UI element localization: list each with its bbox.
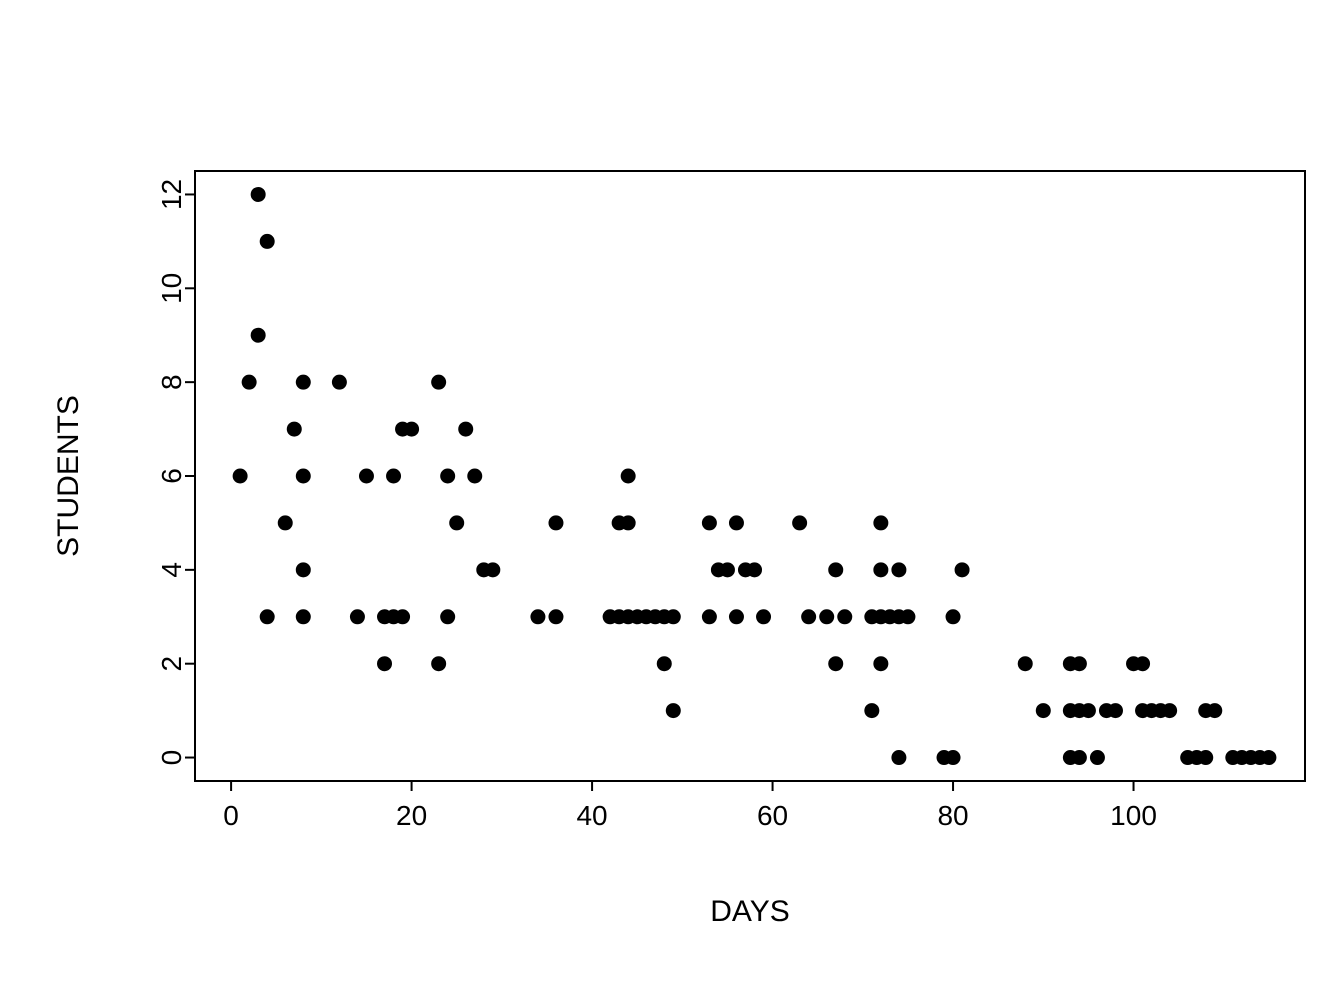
data-point	[873, 656, 889, 672]
data-point	[873, 562, 889, 578]
data-point	[1071, 750, 1087, 766]
y-tick-label: 12	[156, 179, 187, 210]
data-point	[331, 374, 347, 390]
data-point	[1207, 703, 1223, 719]
data-point	[386, 468, 402, 484]
plot-svg: 0 20 40 60 80 100 0 2 4 6 8 10 12 DAYS STUDENTS	[52, 170, 1306, 928]
data-point	[954, 562, 970, 578]
data-point	[1135, 656, 1151, 672]
data-point	[656, 656, 672, 672]
data-point	[449, 515, 465, 531]
x-tick-label: 60	[757, 800, 788, 831]
data-point	[358, 468, 374, 484]
data-point	[467, 468, 483, 484]
data-point	[728, 515, 744, 531]
data-point	[728, 609, 744, 625]
data-point	[701, 609, 717, 625]
x-tick-label: 80	[937, 800, 968, 831]
data-point	[377, 656, 393, 672]
data-point	[1198, 750, 1214, 766]
data-point	[620, 515, 636, 531]
x-tick-label: 40	[576, 800, 607, 831]
data-point	[295, 468, 311, 484]
data-point	[431, 374, 447, 390]
data-point	[548, 515, 564, 531]
data-point	[277, 515, 293, 531]
data-point	[1080, 703, 1096, 719]
data-point	[828, 656, 844, 672]
data-point	[719, 562, 735, 578]
y-tick-label: 4	[156, 562, 187, 578]
data-point	[286, 421, 302, 437]
data-point	[295, 374, 311, 390]
y-tick-label: 2	[156, 656, 187, 672]
data-point	[819, 609, 835, 625]
data-point	[259, 233, 275, 249]
y-tick-label: 8	[156, 374, 187, 390]
data-point	[395, 609, 411, 625]
data-point	[1107, 703, 1123, 719]
data-points-group	[232, 186, 1277, 766]
y-tick-label: 0	[156, 750, 187, 766]
y-axis-title: STUDENTS	[52, 395, 85, 557]
x-tick-label: 0	[223, 800, 239, 831]
y-tick-label: 6	[156, 468, 187, 484]
data-point	[665, 703, 681, 719]
data-point	[1162, 703, 1178, 719]
axis-ticks-group: 0 20 40 60 80 100 0 2 4 6 8 10 12	[156, 179, 1157, 831]
data-point	[665, 609, 681, 625]
data-point	[458, 421, 474, 437]
data-point	[295, 609, 311, 625]
data-point	[828, 562, 844, 578]
data-point	[232, 468, 248, 484]
x-tick-label: 20	[396, 800, 427, 831]
data-point	[756, 609, 772, 625]
data-point	[837, 609, 853, 625]
data-point	[945, 609, 961, 625]
data-point	[900, 609, 916, 625]
data-point	[241, 374, 257, 390]
data-point	[250, 327, 266, 343]
data-point	[1035, 703, 1051, 719]
data-point	[404, 421, 420, 437]
x-tick-label: 100	[1110, 800, 1157, 831]
data-point	[440, 609, 456, 625]
data-point	[801, 609, 817, 625]
data-point	[1089, 750, 1105, 766]
data-point	[440, 468, 456, 484]
data-point	[864, 703, 880, 719]
data-point	[259, 609, 275, 625]
data-point	[873, 515, 889, 531]
data-point	[620, 468, 636, 484]
data-point	[295, 562, 311, 578]
data-point	[349, 609, 365, 625]
data-point	[1017, 656, 1033, 672]
data-point	[250, 186, 266, 202]
data-point	[485, 562, 501, 578]
data-point	[1071, 656, 1087, 672]
data-point	[1261, 750, 1277, 766]
data-point	[701, 515, 717, 531]
data-point	[945, 750, 961, 766]
data-point	[431, 656, 447, 672]
x-axis-title: DAYS	[710, 895, 789, 928]
data-point	[891, 562, 907, 578]
data-point	[548, 609, 564, 625]
data-point	[792, 515, 808, 531]
data-point	[747, 562, 763, 578]
y-tick-label: 10	[156, 273, 187, 304]
data-point	[530, 609, 546, 625]
scatter-chart: 0 20 40 60 80 100 0 2 4 6 8 10 12 DAYS STUDENTS	[40, 16, 1344, 976]
data-point	[891, 750, 907, 766]
